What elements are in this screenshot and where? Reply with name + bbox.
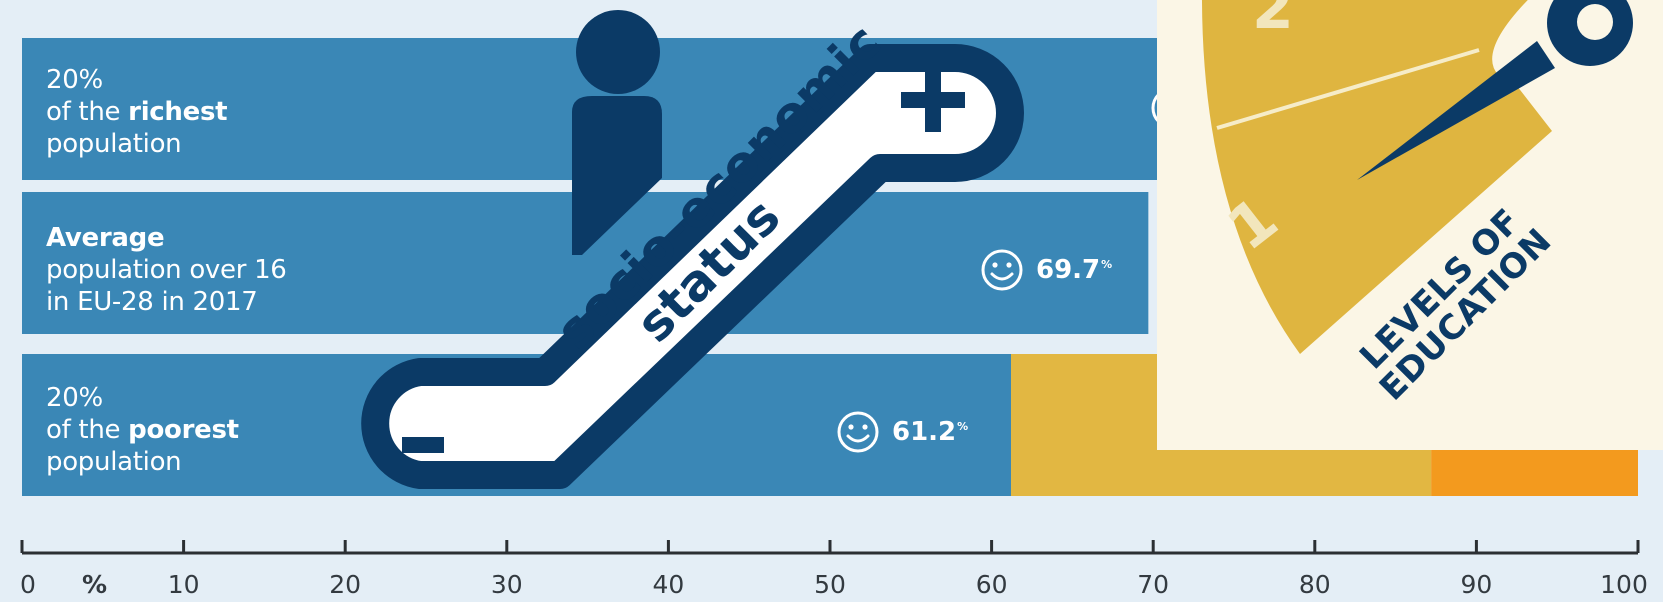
data-label-average-suffix: % [1101, 258, 1113, 272]
row-label-average-line2: population over 16 [46, 255, 287, 285]
x-axis [20, 540, 1640, 555]
row-label-average-line3: in EU-28 in 2017 [46, 287, 258, 317]
x-tick-label-30: 30 [490, 570, 523, 599]
x-tick-label-90: 90 [1460, 570, 1493, 599]
row-label-richest-line1: 20% [46, 65, 103, 95]
row-label-poorest: 20% of the poorest population [46, 382, 239, 478]
dial-sector [1202, 0, 1552, 354]
dial-divider [1216, 48, 1480, 130]
smiley-icon [981, 249, 1023, 291]
row-label-poorest-line2: of the [46, 415, 129, 445]
row-label-poorest-line3: population [46, 447, 182, 477]
education-dial [1202, 0, 1633, 354]
x-tick-label-50: 50 [814, 570, 846, 599]
x-tick-label-80: 80 [1298, 570, 1331, 599]
row-label-average: Average population over 16 in EU-28 in 2… [46, 222, 287, 318]
x-tick-label-20: 20 [329, 570, 362, 599]
row-label-richest-bold: richest [128, 97, 228, 127]
data-label-poorest: 61.2% [836, 410, 968, 454]
row-label-poorest-line1: 20% [46, 383, 103, 413]
dial-level-2: 2 [1252, 0, 1295, 43]
x-tick-label-70: 70 [1137, 570, 1170, 599]
x-tick-label-0: 0 [20, 570, 36, 599]
data-label-poorest-suffix: % [957, 420, 969, 434]
dial-pivot-center [1577, 4, 1613, 40]
row-label-poorest-bold: poorest [128, 415, 239, 445]
dial-needle [1357, 41, 1555, 180]
smiley-icon [837, 411, 879, 453]
row-label-average-line1: Average [46, 223, 165, 253]
x-axis-unit: % [82, 570, 108, 599]
row-label-richest: 20% of the richest population [46, 64, 228, 160]
data-label-average: 69.7% [980, 248, 1112, 292]
data-label-poorest-value: 61.2 [892, 417, 957, 447]
row-label-richest-line3: population [46, 129, 182, 159]
row-label-richest-line2: of the [46, 97, 129, 127]
data-label-average-value: 69.7 [1036, 255, 1101, 285]
x-tick-label-100: 100 [1600, 570, 1648, 599]
x-tick-label-10: 10 [167, 570, 200, 599]
x-tick-label-40: 40 [652, 570, 685, 599]
education-dial-panel: 2 1 LEVELS OF EDUCATION [1157, 0, 1663, 450]
x-tick-label-60: 60 [975, 570, 1008, 599]
